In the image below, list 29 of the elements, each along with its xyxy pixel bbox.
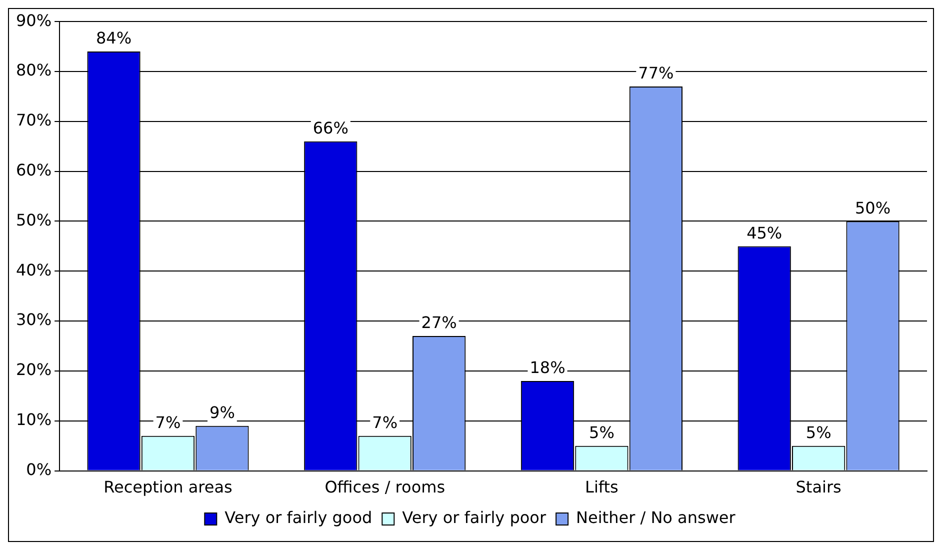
legend-label: Neither / No answer: [576, 508, 736, 528]
y-tick-label: 30%: [16, 310, 52, 330]
x-tick-label: Lifts: [585, 478, 618, 497]
y-tick-label: 80%: [16, 60, 52, 80]
y-tick-label: 40%: [16, 260, 52, 280]
data-label: 27%: [421, 313, 457, 332]
y-tick-label: 70%: [16, 110, 52, 130]
data-label: 7%: [372, 413, 398, 432]
y-tick-label: 10%: [16, 410, 52, 430]
x-tick-label: Reception areas: [104, 478, 232, 497]
data-label: 84%: [96, 28, 132, 48]
y-tick-label: 90%: [16, 10, 52, 30]
legend-label: Very or fairly poor: [402, 508, 546, 528]
y-tick-label: 60%: [16, 160, 52, 180]
data-label: 9%: [210, 403, 235, 422]
data-label: 45%: [746, 223, 782, 242]
data-label: 7%: [155, 413, 181, 432]
data-label: 5%: [806, 423, 832, 442]
data-label: 18%: [530, 358, 566, 378]
legend-label: Very or fairly good: [224, 508, 372, 528]
x-tick-label: Offices / rooms: [324, 478, 446, 497]
data-label: 77%: [638, 64, 674, 83]
x-tick-label: Stairs: [796, 478, 842, 497]
data-label: 50%: [855, 198, 891, 218]
y-tick-label: 20%: [16, 360, 52, 380]
data-label: 66%: [312, 118, 348, 138]
data-label: 5%: [589, 423, 614, 442]
y-tick-label: 0%: [26, 460, 52, 479]
y-tick-label: 50%: [16, 210, 52, 230]
